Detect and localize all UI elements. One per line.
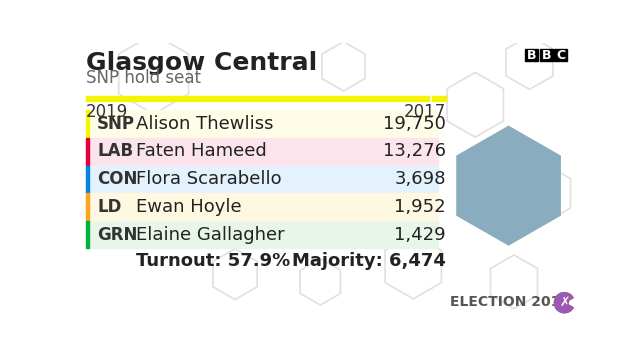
Bar: [86, 95, 429, 101]
Text: 3,698: 3,698: [394, 170, 446, 188]
Bar: [86, 193, 438, 220]
Bar: [86, 110, 90, 137]
Text: Ewan Hoyle: Ewan Hoyle: [136, 198, 241, 216]
Text: B: B: [541, 49, 551, 62]
Bar: [86, 138, 438, 165]
Bar: [525, 49, 538, 61]
Text: GRN: GRN: [97, 226, 138, 244]
Polygon shape: [556, 293, 564, 303]
Bar: [86, 221, 438, 248]
Text: Alison Thewliss: Alison Thewliss: [136, 115, 273, 133]
Text: LD: LD: [97, 198, 122, 216]
Text: Faten Hameed: Faten Hameed: [136, 143, 266, 161]
Text: ELECTION 2019: ELECTION 2019: [450, 295, 570, 309]
Text: 2017: 2017: [404, 103, 446, 121]
Polygon shape: [554, 298, 564, 308]
Bar: [86, 221, 90, 248]
Bar: [540, 49, 553, 61]
Bar: [86, 110, 438, 137]
Polygon shape: [554, 293, 573, 313]
Text: C: C: [556, 49, 566, 62]
Text: Turnout: 57.9%: Turnout: 57.9%: [136, 252, 290, 270]
Text: 19,750: 19,750: [383, 115, 446, 133]
Text: 1,952: 1,952: [394, 198, 446, 216]
Text: LAB: LAB: [97, 143, 133, 161]
Polygon shape: [564, 293, 573, 303]
Bar: [86, 193, 90, 220]
Bar: [86, 166, 90, 193]
Text: B: B: [527, 49, 536, 62]
Bar: [86, 166, 438, 193]
Bar: [86, 138, 90, 165]
Text: CON: CON: [97, 170, 138, 188]
Text: Glasgow Central: Glasgow Central: [86, 51, 317, 75]
Polygon shape: [556, 303, 564, 313]
Polygon shape: [456, 126, 561, 246]
Text: SNP: SNP: [97, 115, 135, 133]
Text: Majority: 6,474: Majority: 6,474: [292, 252, 446, 270]
Text: 2019: 2019: [86, 103, 129, 121]
Text: Elaine Gallagher: Elaine Gallagher: [136, 226, 284, 244]
Text: 1,429: 1,429: [394, 226, 446, 244]
Bar: [554, 49, 568, 61]
Polygon shape: [564, 303, 573, 313]
Text: SNP hold seat: SNP hold seat: [86, 69, 201, 87]
Text: Flora Scarabello: Flora Scarabello: [136, 170, 282, 188]
Text: ✗: ✗: [559, 296, 570, 309]
Text: 13,276: 13,276: [383, 143, 446, 161]
Bar: [432, 95, 446, 101]
